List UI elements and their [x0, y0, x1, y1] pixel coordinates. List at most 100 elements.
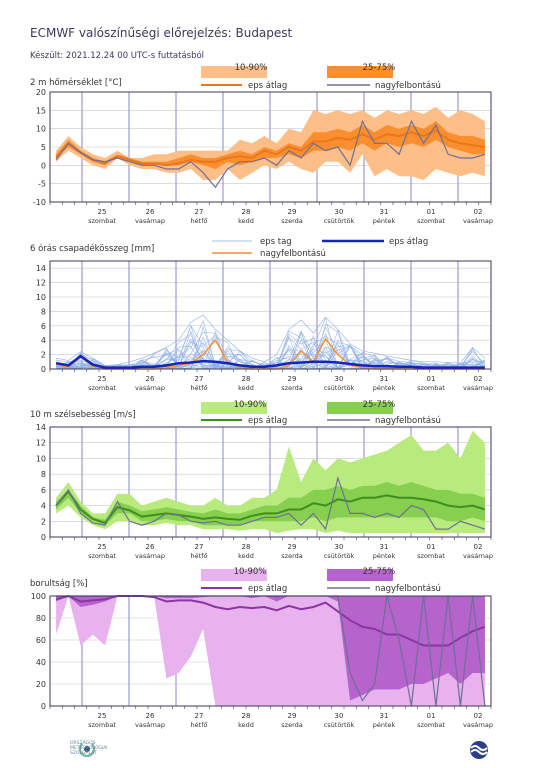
omsz-logo-line: METEOROLÓGIAI: [70, 746, 108, 751]
day-date-label: 30: [335, 208, 344, 216]
y-tick-label: 5: [41, 143, 46, 152]
panel-title-wind: 10 m szélsebesség [m/s]: [30, 409, 136, 420]
y-tick-label: 0: [41, 365, 46, 374]
day-name-label: vasárnap: [463, 217, 493, 225]
legend-label-wind-outer: 10-90%: [234, 400, 267, 410]
y-tick-label: -10: [33, 198, 46, 207]
day-name-label: szombat: [417, 384, 445, 392]
day-name-label: csütörtök: [324, 552, 355, 560]
day-date-label: 29: [288, 543, 297, 551]
day-name-label: vasárnap: [463, 552, 493, 560]
precip-mean-line: [55, 354, 485, 369]
y-tick-label: 14: [36, 423, 46, 432]
day-name-label: kedd: [238, 217, 254, 225]
day-date-label: 02: [474, 543, 483, 551]
wind-hires-line: [55, 475, 486, 531]
day-name-label: vasárnap: [135, 384, 165, 392]
legend-label-cloud-outer: 10-90%: [234, 567, 267, 577]
day-name-label: péntek: [373, 552, 396, 560]
temp-mean-line: [55, 129, 486, 167]
omsz-logo-line: SZOLGÁLAT: [70, 751, 97, 756]
day-date-label: 27: [195, 208, 204, 216]
y-tick-label: 100: [31, 592, 46, 601]
legend-label-mean: eps átlag: [248, 81, 287, 91]
panel-title-precipitation: 6 órás csapadékösszeg [mm]: [30, 243, 154, 254]
panel-title-temperature: 2 m hőmérséklet [°C]: [30, 77, 122, 88]
day-date-label: 30: [335, 712, 344, 720]
day-date-label: 02: [474, 375, 483, 383]
day-name-label: szombat: [417, 552, 445, 560]
day-date-label: 01: [427, 375, 436, 383]
day-name-label: hétfő: [191, 216, 208, 225]
y-tick-label: 6: [41, 322, 46, 331]
day-name-label: péntek: [373, 217, 396, 225]
legend-label-wind-inner: 25-75%: [363, 400, 396, 410]
day-name-label: szerda: [281, 384, 302, 392]
omsz-logo-icon: [78, 740, 96, 758]
day-date-label: 25: [98, 375, 107, 383]
legend-label-inner: 25-75%: [363, 63, 396, 73]
day-date-label: 25: [98, 543, 107, 551]
day-name-label: péntek: [373, 721, 396, 729]
day-name-label: szombat: [417, 217, 445, 225]
legend-label-cloud-mean: eps átlag: [248, 584, 287, 594]
day-date-label: 01: [427, 208, 436, 216]
legend-label-precip-hires: nagyfelbontású: [260, 249, 326, 259]
ecmwf-logo-icon: [470, 741, 488, 759]
day-date-label: 30: [335, 543, 344, 551]
day-date-label: 01: [427, 712, 436, 720]
y-tick-label: 20: [36, 680, 46, 689]
day-date-label: 29: [288, 208, 297, 216]
day-name-label: kedd: [238, 384, 254, 392]
day-date-label: 29: [288, 712, 297, 720]
day-date-label: 02: [474, 712, 483, 720]
legend-swatch-outer: [201, 66, 267, 78]
day-date-label: 27: [195, 712, 204, 720]
day-name-label: vasárnap: [135, 552, 165, 560]
y-tick-label: 12: [36, 279, 46, 288]
day-name-label: szombat: [88, 552, 116, 560]
y-tick-label: 15: [36, 106, 46, 115]
day-date-label: 31: [380, 208, 389, 216]
day-name-label: kedd: [238, 721, 254, 729]
legend-swatch-cloud-outer: [201, 569, 267, 581]
temp-band-25-75: [56, 121, 485, 169]
day-date-label: 02: [474, 208, 483, 216]
y-tick-label: 0: [41, 702, 46, 711]
y-tick-label: 8: [41, 307, 46, 316]
legend-label-hires: nagyfelbontású: [375, 81, 441, 91]
legend-swatch-inner: [327, 66, 393, 78]
day-name-label: kedd: [238, 552, 254, 560]
precip-member-max-line: [56, 314, 486, 366]
omsz-logo-line: ORSZÁGOS: [70, 741, 96, 746]
y-tick-label: 0: [41, 533, 46, 542]
day-name-label: szombat: [88, 217, 116, 225]
wind-mean-line: [55, 489, 486, 525]
legend-label-cloud-hires: nagyfelbontású: [375, 584, 441, 594]
day-date-label: 27: [195, 375, 204, 383]
y-tick-label: 0: [41, 161, 46, 170]
y-tick-label: 10: [36, 125, 46, 134]
day-date-label: 28: [242, 712, 251, 720]
day-name-label: vasárnap: [463, 384, 493, 392]
day-name-label: vasárnap: [135, 217, 165, 225]
day-date-label: 26: [146, 375, 155, 383]
legend-swatch-cloud-inner: [327, 569, 393, 581]
legend-label-precip-mean: eps átlag: [389, 237, 428, 247]
temp-hires-line: [55, 119, 486, 189]
day-name-label: szerda: [281, 552, 302, 560]
panel-frame: [49, 260, 492, 370]
day-date-label: 26: [146, 712, 155, 720]
y-tick-label: 2: [41, 517, 46, 526]
y-tick-label: 8: [41, 470, 46, 479]
day-date-label: 25: [98, 208, 107, 216]
day-name-label: vasárnap: [135, 721, 165, 729]
legend-label-member: eps tag: [260, 237, 292, 247]
day-date-label: 29: [288, 375, 297, 383]
day-name-label: szerda: [281, 721, 302, 729]
legend-swatch-wind-inner: [327, 402, 393, 414]
day-name-label: hétfő: [191, 383, 208, 392]
y-tick-label: 40: [36, 658, 46, 667]
y-tick-label: 4: [41, 502, 46, 511]
day-date-label: 31: [380, 375, 389, 383]
